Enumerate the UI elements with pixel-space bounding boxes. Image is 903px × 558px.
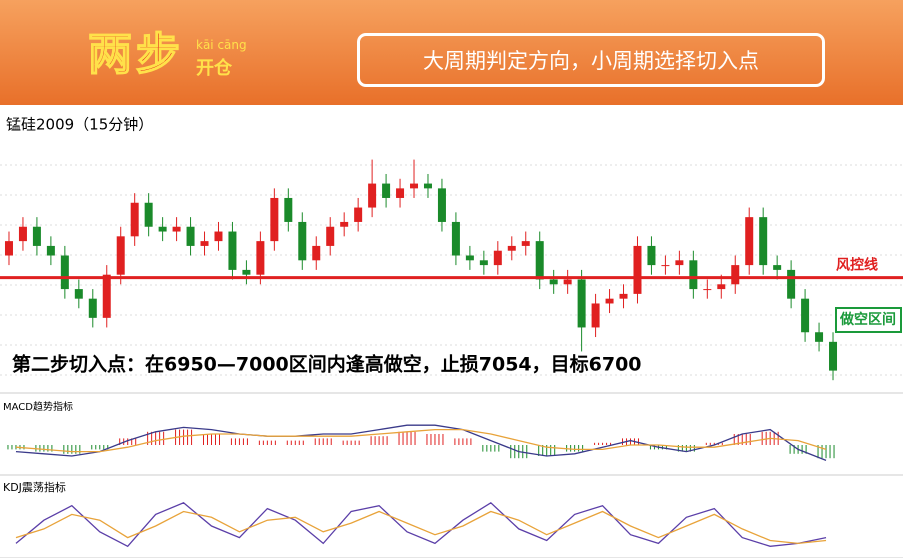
candle-body xyxy=(829,341,838,371)
candle-body xyxy=(256,241,265,275)
candle-body xyxy=(759,217,768,266)
candle-body xyxy=(787,269,796,299)
candle-body xyxy=(298,221,307,261)
candle-body xyxy=(18,226,27,242)
macd-line xyxy=(15,428,827,453)
macd-label: MACD趋势指标 xyxy=(3,400,73,413)
candle-body xyxy=(270,197,279,242)
candle-body xyxy=(354,207,363,222)
candle-body xyxy=(60,255,69,290)
short-zone-label: 做空区间 xyxy=(839,311,896,328)
candle-body xyxy=(689,260,698,290)
candle-body xyxy=(493,250,502,266)
candle-body xyxy=(172,226,181,232)
candle-body xyxy=(437,188,446,222)
candle-body xyxy=(675,260,684,266)
candle-body xyxy=(228,231,237,270)
short-zone-box xyxy=(835,307,902,333)
candle-body xyxy=(773,265,782,270)
candle-body xyxy=(549,279,558,285)
candle-body xyxy=(535,241,544,280)
header: 两步 kāi cāng 开仓 大周期判定方向，小周期选择切入点 xyxy=(0,0,903,105)
candle-body xyxy=(647,245,656,266)
candle-body xyxy=(242,269,251,275)
candle-body xyxy=(88,298,97,318)
candle-body xyxy=(312,245,321,261)
candle-body xyxy=(46,245,55,256)
annotation: 第二步切入点：在6950—7000区间内逢高做空，止损7054，目标6700 xyxy=(12,353,642,376)
kdj-line xyxy=(15,501,827,548)
risk-line-label: 风控线 xyxy=(836,257,878,274)
candle-body xyxy=(74,289,83,299)
candle-body xyxy=(703,289,712,291)
candle-body xyxy=(591,303,600,328)
candle-body xyxy=(382,183,391,198)
candle-body xyxy=(521,241,530,246)
candle-body xyxy=(605,298,614,304)
candle-body xyxy=(661,265,670,267)
candle-body xyxy=(619,293,628,299)
candle-body xyxy=(577,279,586,328)
candle-body xyxy=(745,217,754,266)
kdj-line xyxy=(15,510,827,545)
candle-body xyxy=(340,221,349,227)
candle-body xyxy=(32,226,41,246)
chart-title: 锰硅2009（15分钟） xyxy=(6,116,153,134)
candle-body xyxy=(465,255,474,261)
candle-body xyxy=(4,241,13,256)
logo-pinyin: kāi cāng xyxy=(196,38,247,52)
candle-body xyxy=(479,260,488,266)
candle-body xyxy=(368,183,377,208)
candle-body xyxy=(507,245,516,251)
candle-body xyxy=(284,197,293,222)
candle-body xyxy=(717,284,726,290)
candle-body xyxy=(731,265,740,285)
candle-body xyxy=(801,298,810,333)
candle-body xyxy=(451,221,460,256)
candle-body xyxy=(326,226,335,246)
chart: 锰硅2009（15分钟） MACD趋势指标 KDJ震荡指标 风控线做空区间第二步… xyxy=(0,116,903,558)
macd-line xyxy=(15,424,827,462)
candle-body xyxy=(563,279,572,285)
candle-body xyxy=(200,241,209,246)
logo-sub: 开仓 xyxy=(196,58,232,79)
candle-body xyxy=(130,202,139,237)
candle-body xyxy=(144,202,153,227)
candle-body xyxy=(116,236,125,275)
kdj-label: KDJ震荡指标 xyxy=(3,480,66,494)
candle-body xyxy=(423,183,432,189)
candle-body xyxy=(410,183,419,189)
candle-body xyxy=(396,188,405,198)
slogan: 大周期判定方向，小周期选择切入点 xyxy=(357,33,825,87)
candle-body xyxy=(158,226,167,232)
candle-body xyxy=(815,332,824,342)
candle-body xyxy=(186,226,195,246)
logo: 两步 xyxy=(87,28,184,81)
candle-body xyxy=(633,245,642,294)
candle-body xyxy=(214,231,223,242)
candle-body xyxy=(102,274,111,318)
